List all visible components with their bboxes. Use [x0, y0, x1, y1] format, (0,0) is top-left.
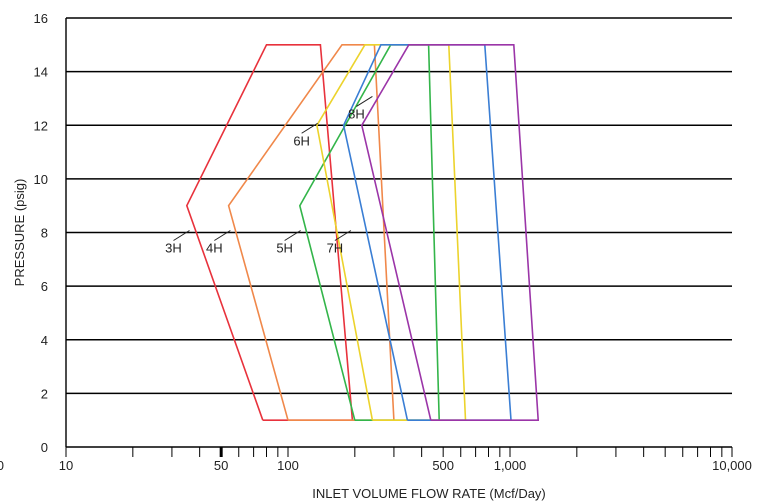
x-tick-label: 10 [59, 458, 73, 473]
x-tick-label: 1,000 [494, 458, 527, 473]
y-tick-label: 10 [34, 172, 48, 187]
x-origin-label: 0 [0, 458, 4, 473]
y-tick-label: 8 [41, 226, 48, 241]
series-line-8h [360, 43, 540, 422]
y-tick-label: 16 [34, 11, 48, 26]
grid-lines [66, 17, 732, 448]
x-axis-title: INLET VOLUME FLOW RATE (Mcf/Day) [312, 486, 546, 501]
series-group [185, 43, 540, 422]
y-tick-label: 4 [41, 333, 48, 348]
series-label-3h: 3H [165, 241, 182, 256]
label-leader [214, 230, 231, 241]
label-leader [356, 96, 373, 107]
y-tick-label: 12 [34, 118, 48, 133]
y-tick-label: 2 [41, 386, 48, 401]
label-leader [334, 230, 352, 241]
series-label-5h: 5H [276, 241, 293, 256]
axes: 0 2 4 6 8 10 12 14 16 10 50 100 500 1,000 10,000 0 [0, 11, 752, 473]
y-tick-label: 14 [34, 65, 48, 80]
series-labels: 3H 4H 5H 6H 7H 8H [165, 96, 373, 256]
x-tick-label: 10,000 [712, 458, 752, 473]
series-label-4h: 4H [206, 241, 223, 256]
series-label-8h: 8H [348, 106, 365, 121]
label-leader [301, 122, 318, 134]
series-label-7h: 7H [327, 241, 344, 256]
label-leader [173, 230, 190, 241]
y-tick-label: 6 [41, 279, 48, 294]
series-label-6h: 6H [293, 133, 310, 148]
y-tick-label: 0 [41, 440, 48, 455]
x-tick-label: 500 [432, 458, 454, 473]
x-tick-label: 50 [214, 458, 228, 473]
label-leader [284, 230, 301, 241]
y-axis-title: PRESSURE (psig) [12, 179, 27, 287]
x-tick-label: 100 [277, 458, 299, 473]
